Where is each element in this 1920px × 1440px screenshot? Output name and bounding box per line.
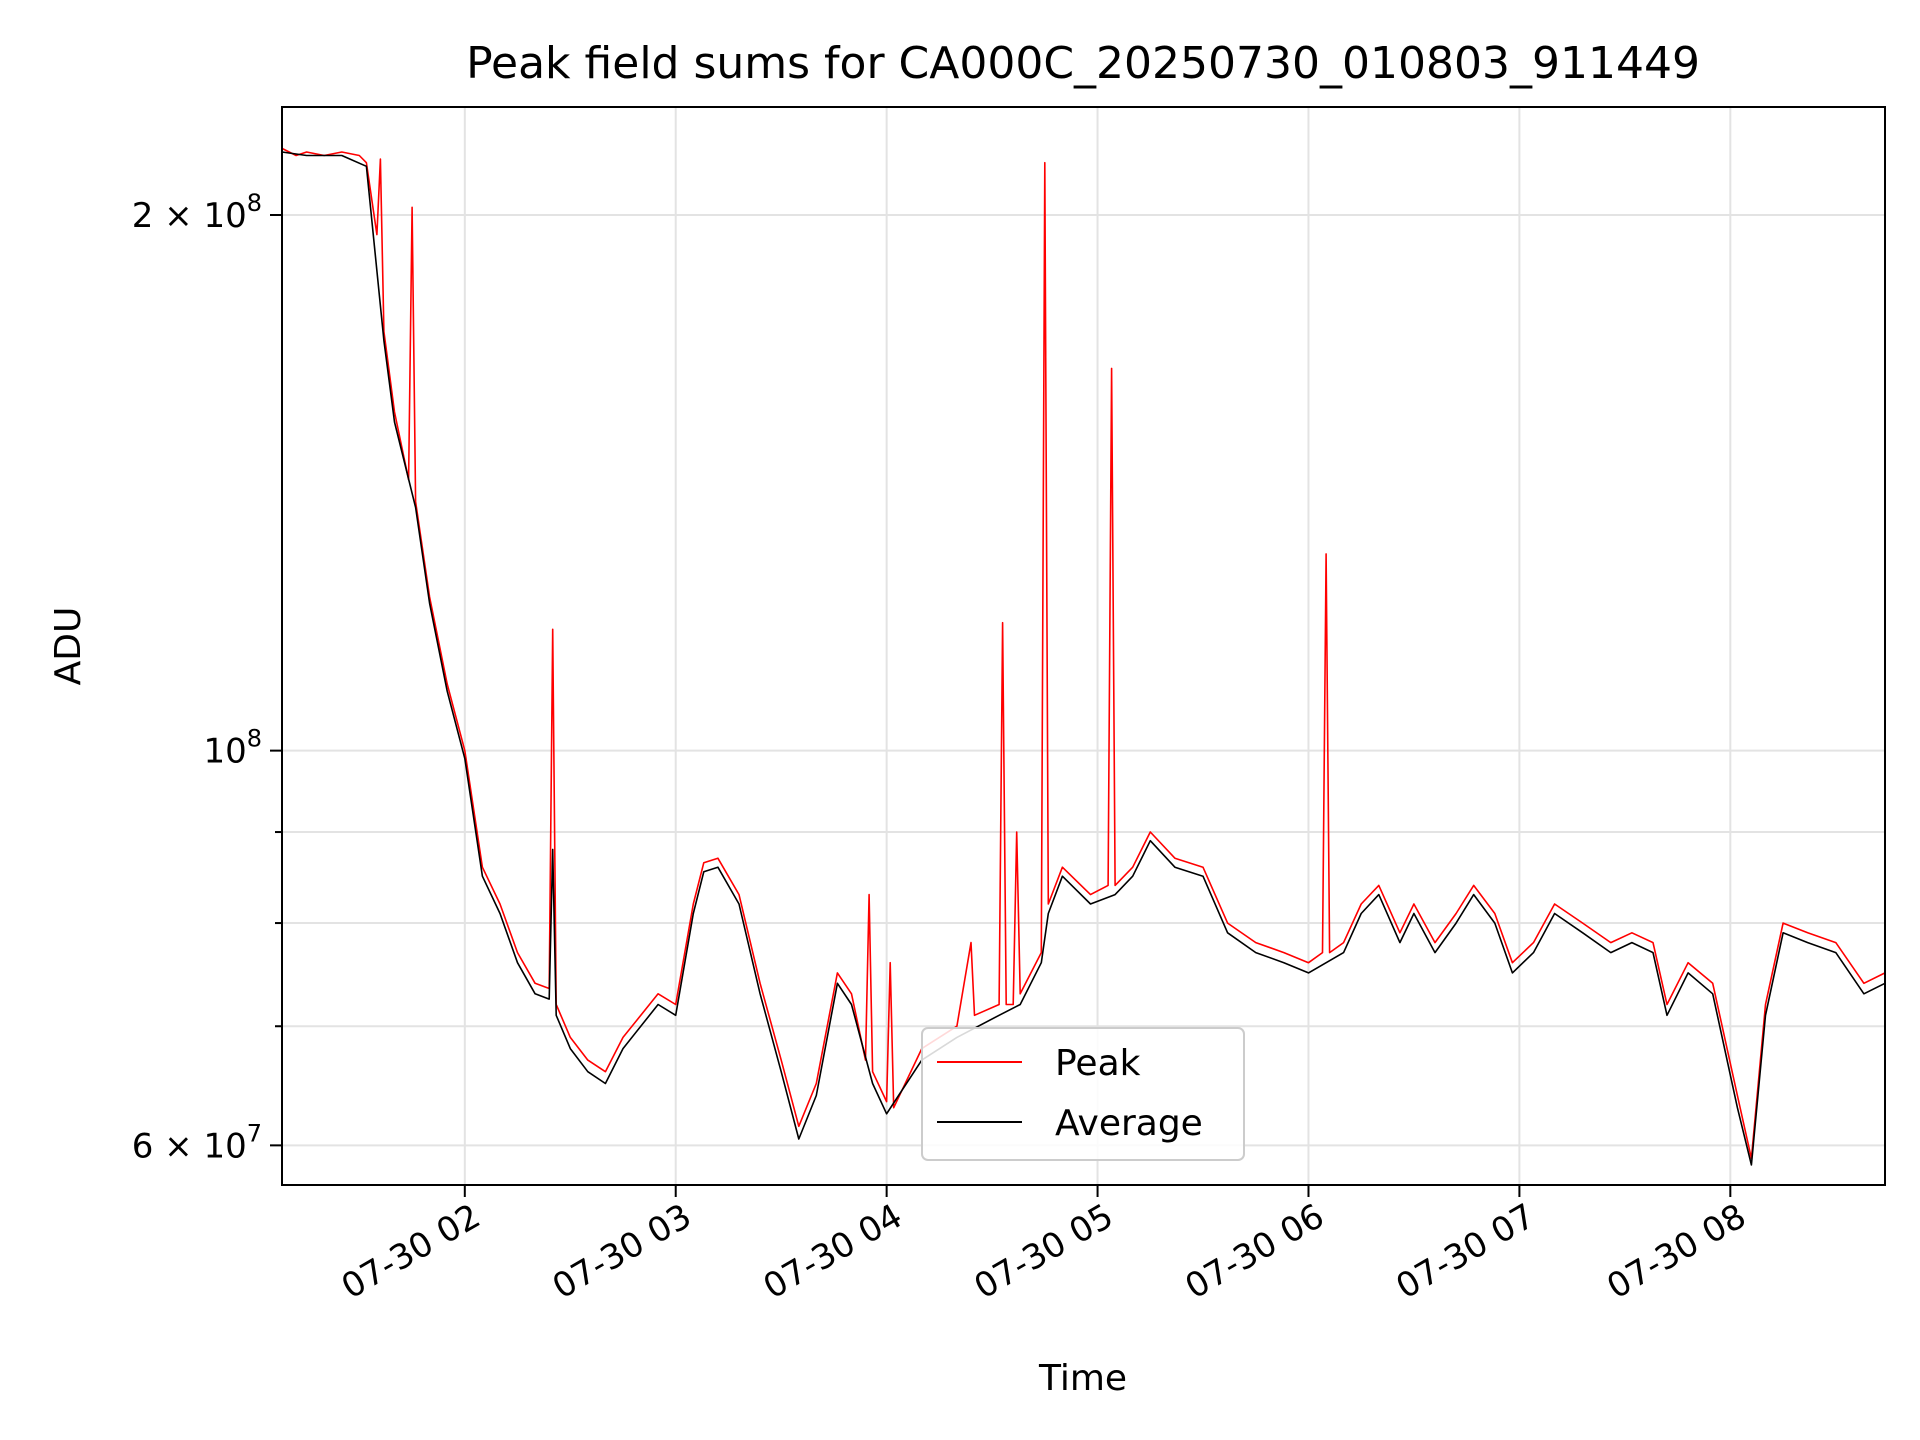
series-group [281, 147, 1886, 1166]
chart-title: Peak field sums for CA000C_20250730_0108… [466, 38, 1700, 89]
legend-label-peak: Peak [1055, 1043, 1141, 1084]
x-axis-label: Time [1038, 1358, 1127, 1399]
y-axis-label: ADU [48, 607, 89, 686]
series-line-average [281, 151, 1886, 1166]
plot-area-frame [281, 106, 1886, 1186]
y-axis-ticks: 6 × 107 108 2 × 108 [132, 189, 282, 1166]
legend: Peak Average [921, 1027, 1245, 1161]
legend-label-average: Average [1055, 1103, 1203, 1144]
grid-lines [282, 107, 1885, 1185]
y-tick-label: 6 × 107 [132, 1119, 262, 1166]
y-tick-label: 108 [203, 725, 262, 772]
y-tick-label: 2 × 108 [132, 189, 262, 236]
series-line-peak [281, 147, 1886, 1160]
